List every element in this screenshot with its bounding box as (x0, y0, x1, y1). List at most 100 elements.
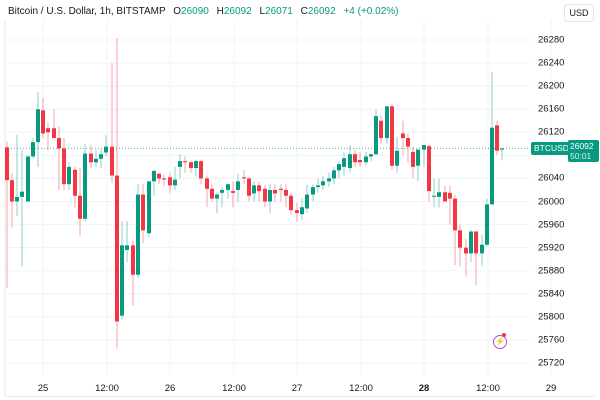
candle (332, 166, 336, 185)
candle (374, 109, 378, 156)
candle (189, 161, 193, 173)
candle (26, 155, 30, 202)
candle (57, 126, 61, 190)
candle (443, 185, 447, 202)
time-tick-label: 12:00 (349, 383, 373, 394)
time-tick-label: 25 (37, 383, 49, 394)
close-label: C (300, 6, 308, 17)
candle (268, 184, 272, 214)
time-tick-label: 29 (545, 383, 557, 394)
candle (390, 103, 394, 170)
candle (15, 135, 19, 216)
candle (480, 234, 484, 267)
price-tick-label: 25720 (538, 357, 565, 369)
price-tick-label: 26000 (538, 196, 565, 207)
candle (416, 149, 420, 182)
open-label: O (173, 6, 182, 17)
candle (295, 202, 299, 222)
candle (10, 173, 14, 228)
candle (41, 97, 45, 139)
candle (490, 71, 494, 205)
candle (205, 175, 209, 208)
price-tick-label: 25920 (538, 242, 565, 254)
high-label: H (216, 6, 224, 17)
candle (115, 38, 119, 349)
candle (141, 184, 145, 244)
candle (220, 187, 224, 208)
candle (311, 184, 315, 202)
candle (199, 159, 203, 185)
candle (437, 178, 441, 208)
price-tick-label: 26280 (538, 34, 565, 46)
candle (157, 172, 161, 185)
candle (131, 240, 135, 306)
candle (120, 221, 124, 320)
candle (52, 109, 56, 139)
candle (353, 149, 357, 167)
price-tick-label: 26160 (538, 103, 565, 115)
candle (379, 114, 383, 144)
candle (20, 149, 24, 267)
candle (263, 185, 267, 208)
candle (448, 185, 452, 225)
candle (464, 238, 468, 277)
low-value: 26071 (265, 6, 293, 17)
last-price-tag: 26092 50:01 (568, 140, 599, 162)
price-tick-label: 26200 (538, 80, 565, 92)
lightning-event-icon[interactable]: ⚡ (493, 335, 507, 349)
chart-legend: Bitcoin / U.S. Dollar, 1h, BITSTAMP O260… (8, 6, 398, 17)
price-tick-label: 25800 (538, 311, 565, 323)
candle (474, 231, 478, 286)
candle (495, 120, 499, 156)
candle (36, 91, 40, 167)
candle (173, 166, 177, 190)
candle (104, 135, 108, 157)
candle (342, 152, 346, 176)
symbol-price-tag: BTCUSD (531, 142, 572, 155)
candle (67, 162, 71, 190)
candle (94, 149, 98, 167)
candle (321, 175, 325, 190)
time-tick-label: 12:00 (95, 383, 119, 394)
candle (411, 146, 415, 179)
candle (162, 174, 166, 186)
candle (289, 192, 293, 215)
candle (358, 152, 362, 167)
candle (279, 184, 283, 202)
candle (257, 181, 261, 202)
time-tick-label: 12:00 (476, 383, 500, 394)
price-tick-label: 26240 (538, 57, 565, 69)
candle (226, 184, 230, 199)
candle (453, 194, 457, 265)
candle (242, 169, 246, 185)
close-value: 26092 (307, 6, 336, 17)
candle (183, 156, 187, 173)
candle (73, 166, 77, 208)
currency-button[interactable]: USD (564, 4, 594, 22)
candle (152, 169, 156, 196)
candle (273, 184, 277, 202)
time-tick-label: 12:00 (222, 383, 246, 394)
candle (31, 138, 35, 159)
last-price-value: 26092 (570, 141, 594, 151)
price-tick-label: 26040 (538, 172, 565, 184)
price-tick-label: 25960 (538, 219, 565, 231)
price-tick-label: 26120 (538, 126, 565, 138)
candle (500, 148, 504, 161)
candle (252, 181, 256, 202)
candle (395, 136, 399, 173)
candle (406, 133, 410, 163)
candle (62, 138, 66, 190)
bar-countdown: 50:01 (570, 151, 592, 161)
candle (316, 178, 320, 193)
candle (284, 184, 288, 208)
candle (327, 172, 331, 188)
candle (485, 198, 489, 247)
time-tick-label: 26 (164, 383, 176, 394)
candle (236, 173, 240, 202)
candle (194, 159, 198, 177)
candle (136, 184, 140, 278)
change-value: +4 (+0.02%) (343, 6, 399, 17)
candle (5, 141, 9, 289)
